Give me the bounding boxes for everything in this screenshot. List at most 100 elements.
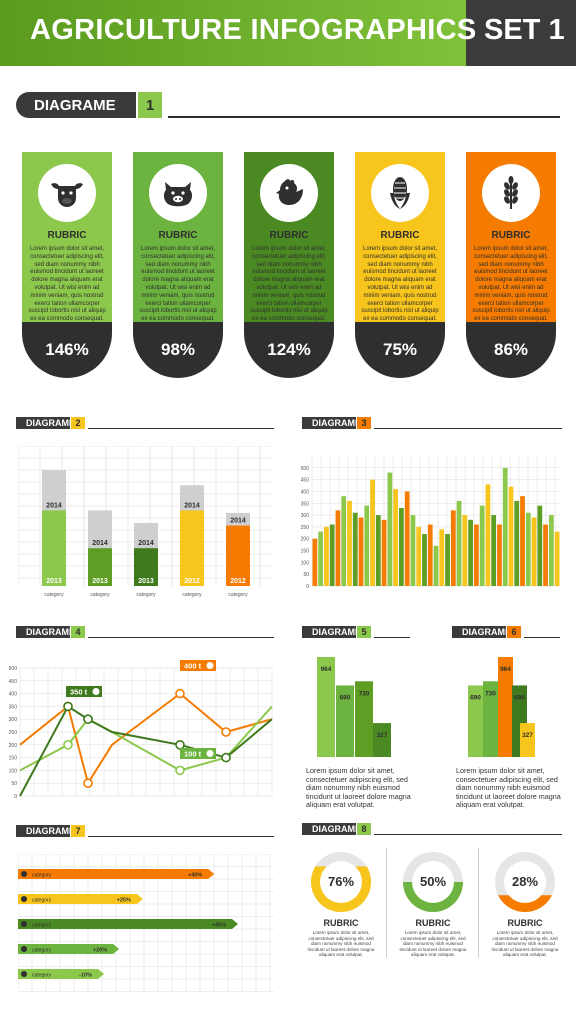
ring-rubric: RUBRIC (415, 918, 451, 928)
bar-bottom-label: 2013 (92, 578, 108, 585)
cow-icon (49, 178, 85, 208)
ring-center (412, 861, 454, 903)
ring-gauge (311, 852, 371, 912)
bar (422, 534, 427, 586)
bar-value-label: -10% (79, 973, 92, 979)
bar (364, 505, 370, 586)
section-rule-3 (374, 428, 562, 429)
card-icon-circle (260, 164, 318, 222)
diagram-4-line-chart: 0 50 100 150 200 250 300 350 400 450 500 350 t 400 t… (9, 660, 273, 800)
bar (416, 526, 422, 586)
category-label: category (32, 973, 52, 979)
pig-icon (159, 178, 197, 208)
bar (498, 657, 513, 757)
card: RUBRIC Lorem ipsum dolor sit amet, consec… (133, 152, 223, 378)
ring-gauge (495, 852, 555, 912)
card: RUBRIC Lorem ipsum dolor sit amet, consec… (244, 152, 334, 378)
bar (537, 505, 543, 586)
header-banner (0, 0, 466, 66)
bar (427, 524, 433, 586)
card-percent: 124% (267, 340, 311, 359)
bar (355, 681, 373, 757)
bar-bottom-label: 2012 (184, 578, 200, 585)
bar-top-label: 2014 (138, 540, 154, 547)
card-rubric: RUBRIC (158, 230, 198, 241)
bar (352, 512, 358, 586)
ring-divider (478, 848, 479, 958)
ring-divider (386, 848, 387, 958)
bar (468, 685, 483, 757)
card-percent: 86% (493, 340, 529, 359)
bar-value (134, 548, 158, 586)
card-text: Lorem ipsum dolor sit amet, consectetuer… (250, 246, 328, 330)
bar (335, 510, 341, 586)
bar (18, 969, 104, 979)
callout-label: 350 t (70, 688, 88, 697)
bar (483, 681, 498, 757)
bar (381, 519, 387, 586)
bar-bottom-label: 2013 (138, 578, 154, 585)
y-tick-label: 150 (9, 756, 18, 762)
bar (468, 519, 473, 586)
callout-icon (206, 750, 214, 757)
ring-percent: 28% (511, 874, 539, 889)
bar-bottom-label: 2012 (230, 578, 246, 585)
bar (433, 545, 439, 586)
card-rubric: RUBRIC (47, 230, 87, 241)
bar (445, 534, 450, 586)
data-point (175, 740, 185, 750)
bar (520, 496, 525, 586)
bar (387, 472, 393, 586)
bar-top-label: 2014 (92, 540, 108, 547)
y-tick-label: 250 (301, 525, 310, 531)
bar (520, 723, 535, 757)
data-point (63, 701, 73, 712)
callout-label: 400 t (184, 662, 202, 671)
bar (410, 515, 416, 586)
card-icon-circle (149, 164, 207, 222)
bar (485, 484, 491, 586)
bar-value (180, 510, 204, 586)
card-rubric: RUBRIC (269, 230, 309, 241)
bar (318, 531, 324, 586)
rain-icon (21, 921, 27, 927)
y-tick-label: 0 (306, 584, 309, 590)
card-rubric: RUBRIC (380, 230, 420, 241)
y-tick-label: 450 (9, 679, 18, 685)
section-rule-4 (88, 637, 274, 638)
card-rubric: RUBRIC (491, 230, 531, 241)
section-rule-8 (374, 834, 562, 835)
diagram-5-bar-chart: 964 690 730 327 (317, 657, 391, 757)
bar-top-label: 2014 (46, 502, 62, 509)
corn-icon (386, 175, 414, 211)
bar (336, 685, 354, 757)
card-text: Lorem ipsum dolor sit amet, consectetuer… (472, 246, 550, 330)
data-point (175, 765, 185, 776)
y-tick-label: 150 (301, 549, 310, 555)
section-rule-1 (168, 116, 560, 118)
bar (508, 486, 514, 586)
y-tick-label: 300 (301, 513, 310, 519)
card-percent: 98% (160, 340, 196, 359)
bar (404, 491, 410, 586)
section-number-8: 8 (357, 823, 371, 835)
bar-value-label: +25% (117, 898, 131, 904)
ring-text: Lorem ipsum dolor sit amet, consectetuer… (491, 930, 559, 958)
y-tick-label: 200 (301, 537, 310, 543)
card-text: Lorem ipsum dolor sit amet, consectetuer… (361, 246, 439, 330)
ring-rubric: RUBRIC (507, 918, 543, 928)
ring-text: Lorem ipsum dolor sit amet, consectetuer… (399, 930, 467, 958)
ring-center (320, 861, 362, 903)
bar-value-label: 964 (321, 666, 332, 673)
data-point (221, 727, 231, 737)
diagram-7-horizontal-bar-chart: category +40% category +25% category +45% cate… (18, 854, 274, 992)
bar (543, 524, 548, 586)
bar-value-label: 327 (522, 732, 533, 739)
card-percent: 75% (382, 340, 418, 359)
bar (18, 944, 120, 954)
bar-value (42, 510, 66, 586)
callout-box (66, 686, 102, 697)
section-title-2: DIAGRAME (16, 417, 75, 429)
data-point (175, 688, 185, 699)
bar-value (88, 548, 112, 586)
